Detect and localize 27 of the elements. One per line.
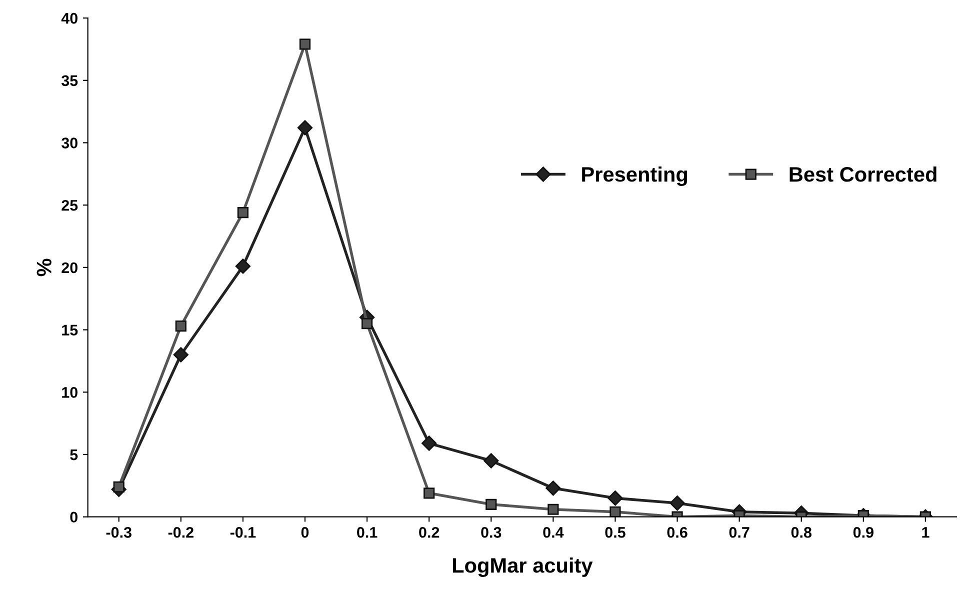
x-tick-label: 0.6: [667, 526, 688, 538]
x-tick-label: 0.9: [853, 526, 874, 538]
x-tick-label: 0.4: [543, 526, 564, 538]
x-tick-label: 0.5: [605, 526, 626, 538]
x-tick-label: 0: [301, 526, 309, 538]
y-tick-label: 0: [70, 512, 78, 523]
y-tick-label: 15: [62, 324, 78, 336]
x-tick-label: -0.1: [230, 526, 256, 538]
x-tick-label: -0.3: [106, 526, 132, 538]
y-tick-label: 25: [62, 200, 78, 211]
x-tick-label: 0.1: [357, 526, 378, 538]
y-axis-title: %: [36, 258, 52, 276]
x-tick-label: 0.8: [791, 526, 812, 538]
y-tick-label: 40: [61, 12, 78, 24]
y-tick-label: 30: [61, 138, 78, 148]
x-tick-label: 0.2: [419, 526, 440, 538]
x-tick-label: 0.3: [481, 526, 502, 538]
x-tick-label: 0.7: [729, 526, 750, 538]
y-tick-label: 5: [70, 450, 78, 460]
y-tick-label: 20: [62, 262, 78, 274]
x-tick-label: -0.2: [168, 526, 194, 538]
y-tick-label: 35: [61, 75, 78, 86]
x-axis-title: LogMar acuity: [452, 557, 593, 577]
x-tick-label: 1: [922, 527, 930, 538]
legend-label: Presenting: [582, 166, 687, 186]
y-tick-label: 10: [62, 387, 78, 398]
legend-label: Best Corrected: [790, 166, 936, 182]
